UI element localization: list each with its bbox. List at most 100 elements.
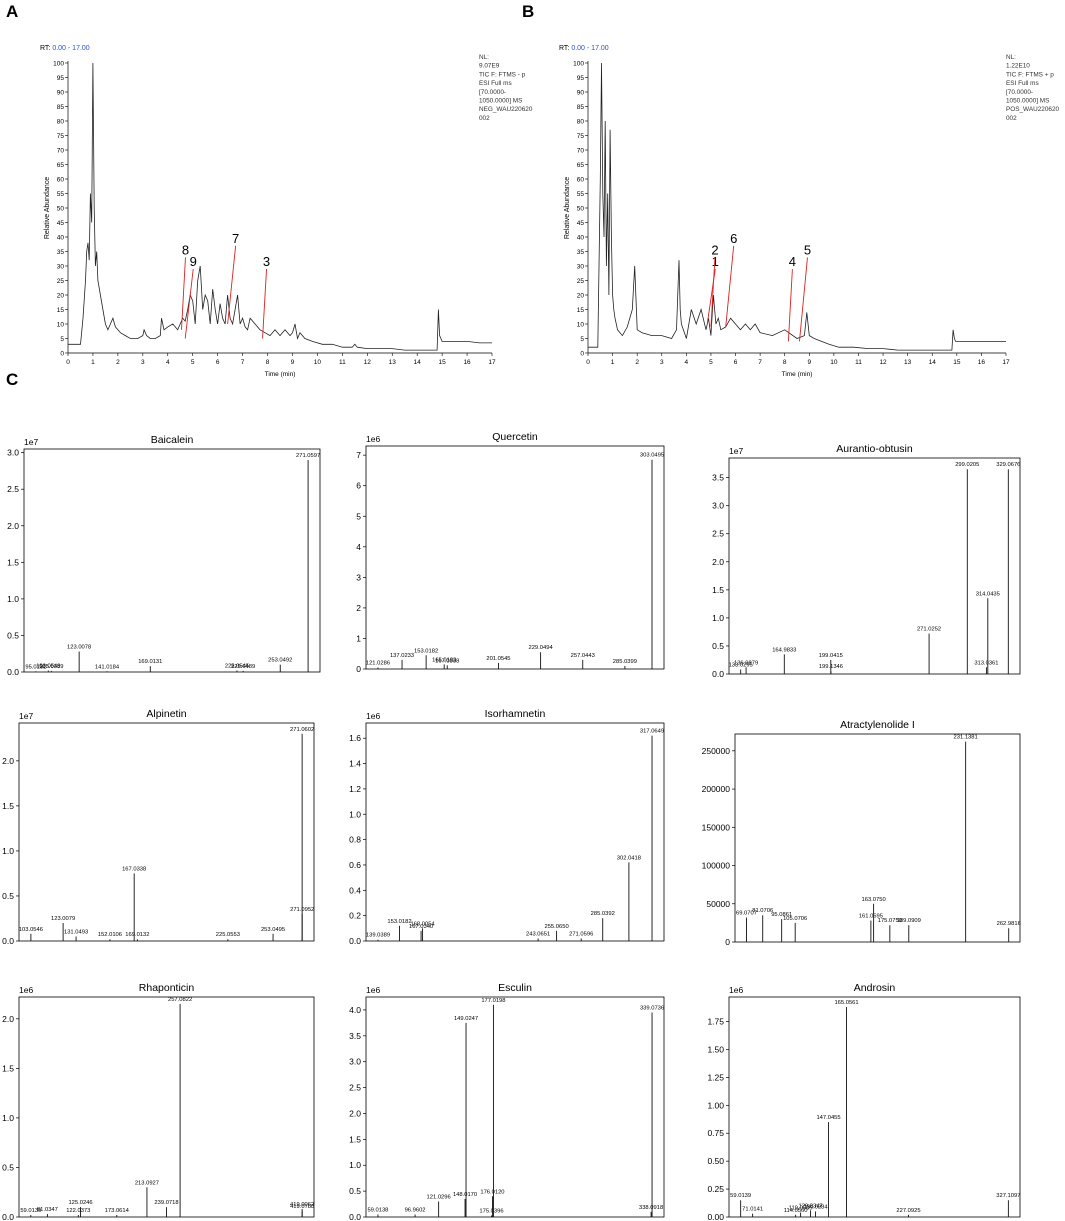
instrument-info-line: 002 [1006, 115, 1017, 122]
y-tick-label: 0.0 [712, 669, 724, 679]
ms2-spectrum-alpinetin: Alpinetin 1e7 0.0 0.5 1.0 1.5 2.0 103.0546 123.0… [2, 708, 315, 946]
ms2-peak-label: 253.0492 [268, 658, 292, 664]
plot-frame [18, 996, 315, 1218]
ms2-peak-label: 168.0054 [410, 921, 435, 927]
x-axis-label: Time (min) [782, 371, 813, 378]
instrument-info-line: 1050.0000] MS [1006, 98, 1049, 105]
y-tick-label: 3.0 [7, 448, 19, 458]
spectrum-title: Quercetin [492, 431, 538, 443]
ms2-peak-label: 313.0361 [974, 660, 998, 666]
tic-trace [588, 62, 1006, 351]
spectrum-title: Esculin [498, 982, 532, 994]
ms2-peak-label: 176.0120 [480, 1189, 504, 1195]
y-tick-label: 2.5 [7, 484, 19, 494]
y-tick-label: 15 [577, 307, 585, 314]
ms2-peak-label: 253.0495 [261, 927, 285, 933]
y-tick-label: 1.5 [349, 1134, 361, 1144]
instrument-info-line: NEG_WAU220620 [479, 106, 533, 113]
y-tick-label: 0.6 [349, 860, 361, 870]
peak-pointer-line [262, 268, 267, 339]
y-scale-offset: 1e6 [366, 434, 380, 444]
y-tick-label: 95 [57, 75, 65, 82]
peak-pointer-line [725, 245, 735, 327]
ms2-spectrum-atractylenolide-i: Atractylenolide I 0 50000 100000 150000 20000… [702, 719, 1021, 947]
plot-frame [365, 722, 665, 942]
y-tick-label: 0.75 [707, 1128, 724, 1138]
y-tick-label: 1.5 [712, 585, 724, 595]
y-tick-label: 40 [577, 234, 585, 241]
ms2-peak-label: 225.0545 [225, 664, 249, 670]
y-tick-label: 1.0 [712, 613, 724, 623]
ms2-peak-label: 169.0131 [138, 659, 162, 665]
ms2-peak-label: 59.0139 [20, 1208, 41, 1214]
ms2-peak-label: 285.0392 [591, 911, 615, 917]
ms2-peak-label: 149.0247 [454, 1016, 478, 1022]
ms2-peak-label: 165.0561 [834, 1000, 858, 1006]
ms2-peak-label: 255.0650 [544, 924, 568, 930]
ms2-peak-label: 338.0918 [639, 1205, 663, 1211]
ms2-peak-label: 125.0246 [68, 1200, 92, 1206]
peak-number-label: 8 [182, 242, 189, 257]
ms2-peak-label: 271.0597 [296, 453, 320, 459]
y-axis-label: Relative Abundance [564, 177, 571, 239]
plot-frame [728, 457, 1021, 675]
x-tick-label: 17 [488, 359, 496, 366]
y-tick-label: 80 [577, 118, 585, 125]
y-tick-label: 0.8 [349, 835, 361, 845]
y-tick-label: 80 [57, 118, 65, 125]
ms2-peak-label: 95.0131 [25, 664, 46, 670]
x-tick-label: 11 [855, 359, 862, 366]
x-tick-label: 4 [166, 359, 170, 366]
y-tick-label: 75 [577, 133, 585, 140]
ms2-peak-label: 199.0415 [819, 653, 843, 659]
y-tick-label: 45 [577, 220, 585, 227]
y-tick-label: 55 [57, 191, 65, 198]
y-tick-label: 4 [356, 542, 361, 552]
y-scale-offset: 1e6 [366, 711, 380, 721]
y-tick-label: 0.0 [2, 936, 14, 946]
instrument-info-line: [70.0000- [479, 89, 506, 96]
ms2-peak-label: 81.0347 [37, 1207, 58, 1213]
x-tick-label: 16 [978, 359, 986, 366]
peak-number-label: 7 [232, 231, 239, 246]
y-tick-label: 5 [356, 511, 361, 521]
ms2-peak-label: 225.0553 [216, 932, 240, 938]
spectrum-title: Rhaponticin [139, 982, 195, 994]
ms2-peak-label: 153.0182 [414, 648, 438, 654]
y-scale-offset: 1e7 [24, 437, 38, 447]
y-tick-label: 1.0 [2, 846, 14, 856]
y-tick-label: 0.0 [349, 1212, 361, 1221]
y-tick-label: 7 [356, 450, 361, 460]
panel-label-a: A [6, 2, 19, 21]
ms2-peak-label: 167.0340 [409, 924, 433, 930]
ms2-peak-label: 175.0750 [878, 918, 902, 924]
ms2-peak-label: 419.0788 [290, 1204, 314, 1210]
spectrum-title: Baicalein [151, 434, 194, 446]
ms2-peak-label: 271.0596 [569, 931, 593, 937]
instrument-info-line: TIC F: FTMS - p [479, 71, 526, 78]
y-tick-label: 0.0 [349, 936, 361, 946]
y-tick-label: 85 [57, 104, 65, 111]
ms2-peak-label: 161.0595 [859, 914, 883, 920]
ms2-peak-label: 121.0296 [427, 1194, 451, 1200]
x-tick-label: 14 [414, 359, 422, 366]
ms2-peak-label: 141.0184 [95, 664, 120, 670]
x-tick-label: 12 [364, 359, 372, 366]
y-tick-label: 40 [57, 234, 65, 241]
y-tick-label: 1.6 [349, 733, 361, 743]
ms2-peak-label: 122.0373 [66, 1208, 90, 1214]
ms2-peak-label: 271.0252 [917, 627, 941, 633]
ms2-peak-label: 147.0455 [816, 1115, 840, 1121]
ms2-peak-label: 123.0079 [51, 916, 75, 922]
ms2-peak-label: 243.0651 [526, 931, 550, 937]
ms2-peak-label: 114.0560 [784, 1208, 808, 1214]
y-tick-label: 2.5 [349, 1083, 361, 1093]
y-tick-label: 2.5 [712, 529, 724, 539]
x-tick-label: 9 [291, 359, 295, 366]
y-tick-label: 25 [57, 278, 65, 285]
ms2-peak-label: 95.0861 [771, 912, 792, 918]
y-tick-label: 55 [577, 191, 585, 198]
x-tick-label: 3 [141, 359, 145, 366]
instrument-info-line: [70.0000- [1006, 89, 1033, 96]
